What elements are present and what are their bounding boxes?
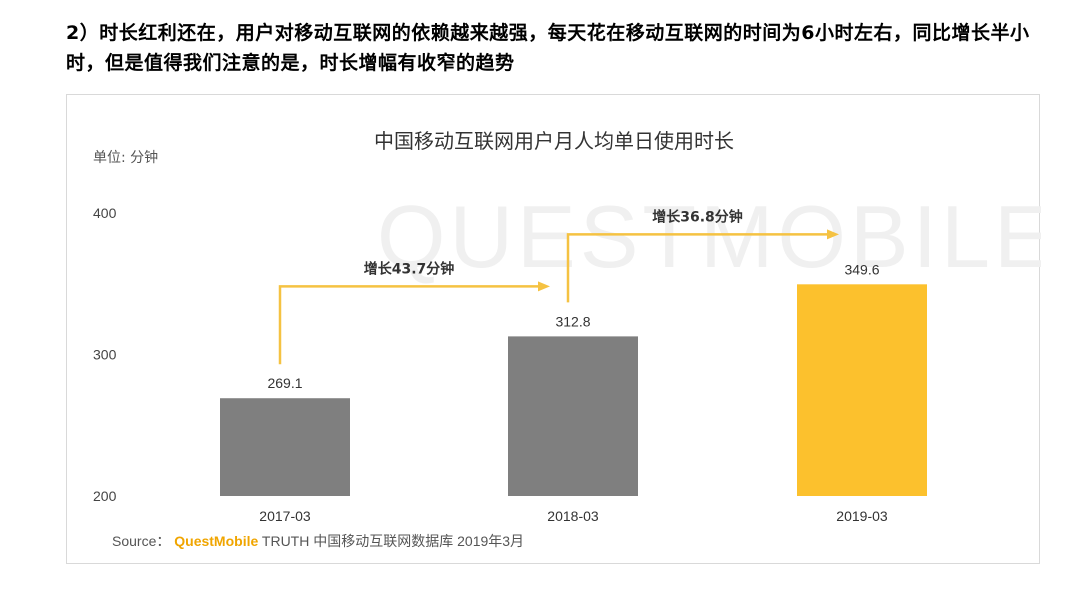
y-tick-label: 200	[93, 488, 117, 504]
chart-title: 中国移动互联网用户月人均单日使用时长	[374, 129, 734, 153]
y-tick-label: 400	[93, 205, 117, 221]
unit-label: 单位: 分钟	[93, 149, 158, 166]
growth-arrow-head	[827, 229, 839, 240]
source-rest: TRUTH 中国移动互联网数据库 2019年3月	[261, 533, 525, 549]
growth-annotation-label: 增长36.8分钟	[652, 208, 743, 225]
bar-value-label: 349.6	[844, 261, 879, 277]
x-tick-label: 2019-03	[836, 508, 888, 524]
source-brand: QuestMobile	[174, 533, 259, 549]
growth-annotation-label: 增长43.7分钟	[364, 260, 455, 277]
bar	[220, 398, 350, 496]
source-prefix: Source：	[112, 533, 171, 549]
watermark-text: QUESTMOBILE	[377, 187, 1041, 286]
chart-container: QUESTMOBILE 中国移动互联网用户月人均单日使用时长 单位: 分钟 20…	[66, 94, 1041, 564]
growth-arrow-line	[566, 233, 827, 303]
page-heading: 2）时长红利还在，用户对移动互联网的依赖越来越强，每天花在移动互联网的时间为6小…	[66, 22, 1030, 74]
x-tick-label: 2018-03	[547, 508, 599, 524]
bar	[797, 284, 927, 496]
bar-value-label: 312.8	[555, 313, 590, 329]
bar	[508, 336, 638, 496]
bar-chart: QUESTMOBILE 中国移动互联网用户月人均单日使用时长 单位: 分钟 20…	[93, 129, 1041, 524]
x-tick-label: 2017-03	[259, 508, 311, 524]
growth-arrow-head	[538, 281, 550, 292]
y-tick-label: 300	[93, 347, 117, 363]
growth-arrow-line	[278, 285, 538, 365]
bar-value-label: 269.1	[267, 375, 302, 391]
source-line: Source： QuestMobile TRUTH 中国移动互联网数据库 201…	[112, 531, 524, 551]
